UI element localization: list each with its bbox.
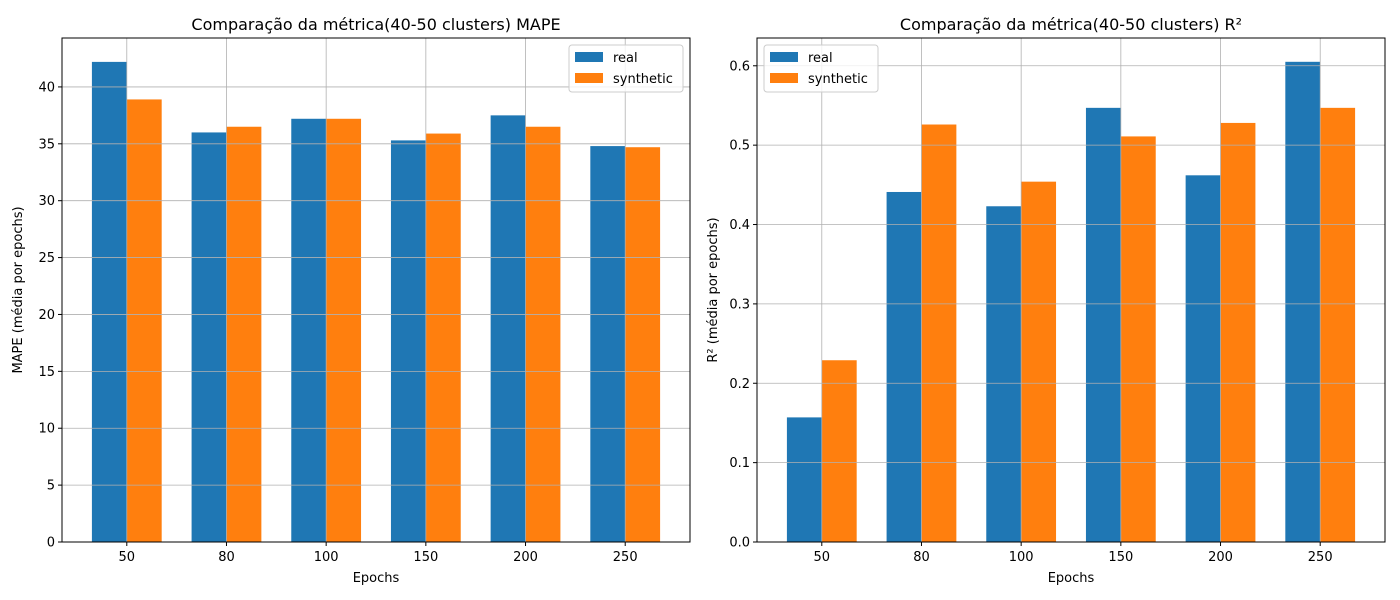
mape-legend-swatch-synthetic (575, 73, 603, 83)
mape-bar-real-50 (92, 62, 127, 542)
r2-y-ticks: 0.0 0.1 0.2 0.3 0.4 0.5 0.6 (729, 59, 757, 550)
r2-chart-panel: Comparação da métrica(40-50 clusters) R²… (706, 15, 1385, 586)
r2-legend-label-real: real (808, 51, 833, 66)
mape-ytick-label: 15 (38, 365, 55, 380)
mape-ytick-label: 5 (47, 479, 55, 494)
r2-legend: real synthetic (764, 45, 878, 92)
mape-ytick-label: 10 (38, 422, 55, 437)
r2-bar-real-250 (1285, 62, 1320, 542)
r2-xtick-label: 50 (814, 550, 831, 565)
r2-xtick-label: 100 (1009, 550, 1034, 565)
r2-bar-real-50 (787, 417, 822, 542)
r2-ytick-label: 0.4 (729, 218, 750, 233)
r2-ytick-label: 0.2 (729, 377, 750, 392)
mape-x-axis-label: Epochs (353, 571, 400, 586)
r2-bar-real-100 (986, 206, 1021, 542)
r2-legend-label-synthetic: synthetic (808, 72, 868, 87)
r2-bar-synthetic-80 (921, 125, 956, 542)
mape-ytick-label: 0 (47, 536, 55, 551)
mape-ytick-label: 40 (38, 80, 55, 95)
r2-legend-swatch-real (770, 52, 798, 62)
mape-legend: real synthetic (569, 45, 683, 92)
r2-ytick-label: 0.6 (729, 59, 750, 74)
r2-y-axis-label: R² (média por epochs) (706, 217, 721, 362)
mape-ytick-label: 35 (38, 137, 55, 152)
r2-bar-real-150 (1086, 108, 1121, 542)
r2-ytick-label: 0.3 (729, 297, 750, 312)
r2-xtick-label: 80 (913, 550, 930, 565)
mape-bar-synthetic-80 (226, 127, 261, 542)
r2-bar-synthetic-100 (1021, 182, 1056, 542)
mape-xtick-label: 50 (119, 550, 136, 565)
r2-bar-synthetic-150 (1121, 136, 1156, 542)
mape-bar-synthetic-250 (625, 147, 660, 542)
r2-bar-synthetic-50 (822, 360, 857, 542)
mape-bar-synthetic-50 (127, 99, 162, 542)
r2-xtick-label: 150 (1108, 550, 1133, 565)
mape-xtick-label: 100 (314, 550, 339, 565)
r2-legend-swatch-synthetic (770, 73, 798, 83)
r2-ytick-label: 0.0 (729, 536, 750, 551)
mape-ytick-label: 30 (38, 194, 55, 209)
mape-ytick-label: 20 (38, 308, 55, 323)
r2-bars (787, 62, 1355, 542)
mape-y-ticks: 0 5 10 15 20 25 30 35 40 (38, 80, 62, 550)
mape-legend-label-synthetic: synthetic (613, 72, 673, 87)
r2-bar-real-200 (1186, 175, 1221, 542)
mape-xtick-label: 80 (218, 550, 235, 565)
mape-legend-label-real: real (613, 51, 638, 66)
r2-chart-title: Comparação da métrica(40-50 clusters) R² (900, 15, 1242, 34)
mape-bar-real-250 (590, 146, 625, 542)
r2-bar-real-80 (887, 192, 922, 542)
r2-x-axis-label: Epochs (1048, 571, 1095, 586)
mape-y-axis-label: MAPE (média por epochs) (11, 206, 26, 373)
r2-bar-synthetic-200 (1221, 123, 1256, 542)
mape-bar-synthetic-200 (526, 127, 561, 542)
mape-ytick-label: 25 (38, 251, 55, 266)
mape-bar-real-200 (491, 115, 526, 542)
mape-legend-swatch-real (575, 52, 603, 62)
mape-xtick-label: 150 (413, 550, 438, 565)
r2-bar-synthetic-250 (1320, 108, 1355, 542)
mape-chart-panel: Comparação da métrica(40-50 clusters) MA… (11, 15, 690, 586)
mape-chart-title: Comparação da métrica(40-50 clusters) MA… (191, 15, 560, 34)
r2-x-ticks: 50 80 100 150 200 250 (814, 542, 1333, 565)
mape-xtick-label: 250 (613, 550, 638, 565)
r2-ytick-label: 0.1 (729, 456, 750, 471)
r2-ytick-label: 0.5 (729, 139, 750, 154)
mape-bar-real-100 (291, 119, 326, 542)
mape-bars (92, 62, 660, 542)
r2-xtick-label: 250 (1308, 550, 1333, 565)
mape-x-ticks: 50 80 100 150 200 250 (119, 542, 638, 565)
mape-bar-synthetic-150 (426, 134, 461, 542)
mape-bar-real-80 (192, 132, 227, 542)
r2-xtick-label: 200 (1208, 550, 1233, 565)
mape-bar-synthetic-100 (326, 119, 361, 542)
mape-xtick-label: 200 (513, 550, 538, 565)
